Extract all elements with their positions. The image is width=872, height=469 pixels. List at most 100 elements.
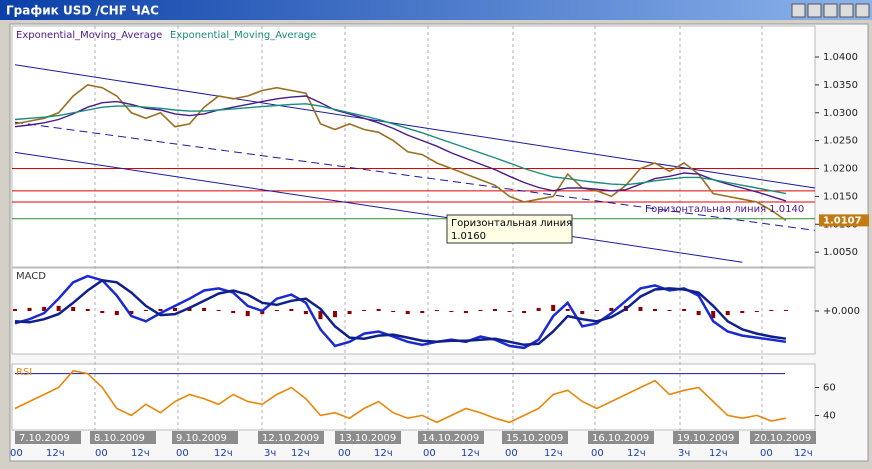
date-label: 14.10.2009 [422, 433, 479, 444]
histogram-bar [260, 311, 265, 315]
histogram-bar [536, 307, 541, 311]
date-label: 9.10.2009 [176, 433, 227, 444]
hour-label: 00 [10, 448, 23, 459]
y-tick-label: +0.000 [823, 306, 860, 317]
histogram-bar [609, 307, 614, 311]
date-box [750, 431, 816, 444]
date-label: 16.10.2009 [592, 433, 649, 444]
histogram-bar [114, 311, 119, 316]
histogram-bar [594, 309, 599, 311]
histogram-bar [682, 308, 687, 311]
hour-label: 12ч [544, 448, 563, 459]
date-box [90, 431, 156, 444]
y-tick-label: 1.0250 [823, 136, 858, 147]
histogram-bar [303, 311, 308, 315]
tooltip-title: Горизонтальная линия [451, 218, 572, 229]
hour-label: 00 [176, 448, 189, 459]
date-box [258, 431, 324, 444]
histogram-bar [551, 304, 556, 311]
date-box [172, 431, 238, 444]
series-line [14, 103, 787, 195]
histogram-bar [434, 309, 439, 311]
histogram-bar [289, 308, 294, 311]
histogram-bar [463, 311, 468, 314]
y-tick-label: 1.0050 [823, 247, 858, 258]
histogram-bar [725, 311, 730, 316]
maximize-button[interactable] [839, 3, 854, 18]
legend-entry: Exponential_Moving_Average [170, 30, 316, 41]
window-title: График USD /CHF ЧАС [6, 4, 159, 18]
close-button[interactable] [855, 3, 870, 18]
histogram-bar [769, 309, 774, 311]
series-line [14, 274, 787, 350]
date-label: 20.10.2009 [754, 433, 811, 444]
histogram-bar [580, 311, 585, 315]
y-tick-label: 1.0200 [823, 164, 858, 175]
day-separators [94, 26, 763, 430]
histogram-bar [13, 308, 17, 311]
help-button[interactable] [791, 3, 806, 18]
date-label: 12.10.2009 [262, 433, 319, 444]
histogram-bar [318, 311, 323, 320]
series-line [14, 278, 787, 347]
date-label: 15.10.2009 [506, 433, 563, 444]
window-buttons[interactable] [791, 3, 870, 18]
histogram-bar [173, 307, 177, 311]
histogram-bar [507, 311, 512, 313]
tile-button[interactable] [807, 3, 822, 18]
histogram-bar [245, 311, 250, 317]
hour-label: 12ч [214, 448, 233, 459]
histogram-bar [143, 309, 148, 311]
histogram-bar [391, 311, 396, 313]
histogram-bar [85, 308, 90, 311]
histogram-bar [478, 309, 483, 311]
series-line [14, 369, 787, 424]
histogram-bar [522, 311, 527, 314]
plots: 1.00501.01001.01501.02001.02501.03001.03… [10, 52, 869, 459]
date-box [673, 431, 739, 444]
histogram-bar [274, 309, 279, 311]
hour-label: 00 [760, 448, 773, 459]
histogram-bar [100, 311, 105, 314]
y-tick-label: 1.0350 [823, 80, 858, 91]
date-label: 13.10.2009 [339, 433, 396, 444]
hour-label: 12ч [291, 448, 310, 459]
histogram-bar [493, 308, 497, 311]
hour-label: 12ч [131, 448, 150, 459]
histogram-bar [783, 309, 788, 311]
hour-label: 00 [591, 448, 604, 459]
y-tick-label: 60 [823, 383, 836, 394]
histogram-bar [27, 307, 32, 311]
hour-label: 00 [505, 448, 518, 459]
series-line [14, 84, 787, 222]
hour-label: 12ч [709, 448, 728, 459]
date-label: 7.10.2009 [19, 433, 70, 444]
histogram-bar [129, 311, 134, 315]
hour-label: 12ч [627, 448, 646, 459]
histogram-bar [405, 311, 410, 315]
hour-label: 12ч [46, 448, 65, 459]
histogram-bar [71, 306, 76, 311]
minimize-button[interactable] [823, 3, 838, 18]
y-tick-label: 40 [823, 410, 836, 421]
y-tick-label: 1.0400 [823, 52, 858, 63]
y-tick-label: 1.0150 [823, 191, 858, 202]
hour-label: 00 [423, 448, 436, 459]
last-price-label: 1.0107 [823, 215, 862, 226]
date-box [502, 431, 568, 444]
histogram-bar [696, 311, 701, 316]
histogram-bar [333, 311, 337, 318]
histogram-bar [667, 309, 672, 311]
y-tick-label: 1.0300 [823, 108, 858, 119]
histogram-bar [362, 309, 367, 311]
rsi-panel [11, 363, 816, 431]
histogram-bar [231, 311, 236, 314]
tooltip-value: 1.0160 [451, 231, 486, 242]
hour-label: 12ч [794, 448, 813, 459]
trend-line [14, 151, 743, 263]
histogram-bar [56, 305, 61, 311]
histogram-bar [420, 311, 425, 314]
histogram-bar [711, 311, 716, 319]
histogram-bar [202, 307, 207, 311]
